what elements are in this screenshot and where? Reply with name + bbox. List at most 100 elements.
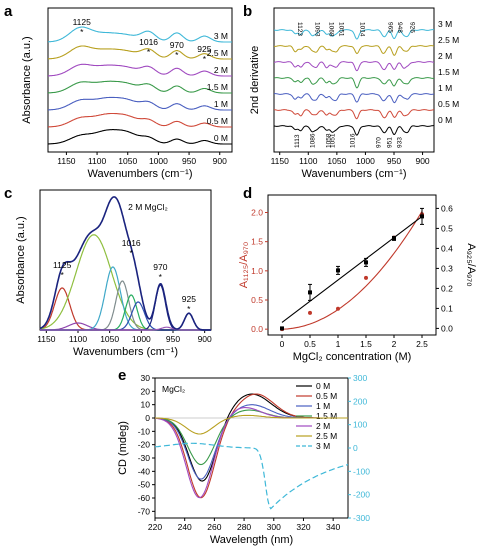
panel-b-x-tick-label: 1000 (356, 156, 375, 166)
panel-d-fit-black (281, 215, 423, 323)
panel-d-y-right-tick-label: 0.4 (441, 243, 453, 253)
panel-a-peak-label: 970 (170, 40, 184, 50)
panel-d-y-right-tick-label: 0.5 (441, 223, 453, 233)
panel-b-x-tick-label: 1150 (271, 156, 290, 166)
panel-e-y-left-tick-label: -20 (138, 440, 151, 450)
panel-b-series-6 (273, 29, 435, 40)
panel-b-series-3 (273, 77, 435, 89)
panel-a-series-6 (48, 26, 232, 43)
panel-b-bottom-band-label: 1051 (329, 133, 336, 148)
panel-a-series-label: 2 M (214, 65, 228, 75)
panel-c-peak-marker: * (187, 304, 191, 314)
panel-a-ftir-spectra: 1150 1100 1050 1000 950 900 0 M 0.5 M 1 M 1.5 M 2 … (21, 7, 233, 180)
panel-d-y-left-axis-title: A₁₁₂₅/A₉₇₀ (238, 242, 250, 289)
panel-c-x-tick-label: 950 (166, 334, 180, 344)
panel-e-legend-label: 1 M (316, 401, 330, 411)
panel-b-top-band-label: 1093 (313, 22, 320, 37)
panel-e-y-left-tick-label: 20 (141, 386, 151, 396)
panel-e-x-tick-label: 240 (178, 522, 192, 532)
panel-d-point-black (420, 214, 424, 219)
panel-e-legend-label: 2 M (316, 421, 330, 431)
panel-e-y-right-tick-label: -200 (353, 490, 370, 500)
panel-b-y-axis-title: 2nd derivative (249, 46, 261, 115)
panel-b-bottom-band-label: 1016 (349, 133, 356, 148)
panel-b-x-tick-label: 900 (415, 156, 429, 166)
panel-a-y-axis-title: Absorbance (a.u.) (21, 36, 33, 123)
panel-e-y-left-tick-label: 0 (145, 413, 150, 423)
panel-b-x-tick-label: 1050 (327, 156, 346, 166)
panel-b-bottom-band-label: 970 (376, 137, 383, 148)
panel-c-x-axis-title: Wavenumbers (cm⁻¹) (73, 346, 178, 358)
panel-b-top-band-label: 1123 (296, 22, 303, 36)
panel-d-x-tick-label: 2.5 (416, 339, 428, 349)
panel-e-y-right-tick-label: 0 (353, 443, 358, 453)
panel-a-series-label: 2.5 M (207, 48, 228, 58)
panel-d-y-right-tick-label: 0.6 (441, 203, 453, 213)
panel-b-series-label: 1 M (438, 83, 452, 93)
panel-a-series-label: 3 M (214, 31, 228, 41)
panel-d-y-left-tick-label: 1.0 (251, 266, 263, 276)
panel-b-bottom-band-label: 933 (397, 137, 404, 148)
panel-a-peak-marker: * (80, 27, 84, 37)
panel-d-y-left-tick-label: 0.0 (251, 324, 263, 334)
panel-d-frame (267, 194, 437, 336)
panel-e-legend-label: 2.5 M (316, 431, 337, 441)
panel-c-peak-marker: * (130, 248, 134, 258)
panel-d-point-black (364, 260, 368, 265)
panel-e-title: MgCl₂ (162, 384, 185, 394)
panel-a-peak-marker: * (147, 47, 151, 57)
panel-b-top-band-label: 926 (409, 22, 416, 33)
panel-b-second-derivative: 1150 1100 1050 1000 950 900 0 M 0.5 M 1 M 1.5 M 2 … (249, 7, 459, 180)
panel-e-y-left-tick-label: -30 (138, 453, 151, 463)
panel-e-y-left-tick-label: -70 (138, 506, 151, 516)
panel-e-y-right-tick-label: -300 (353, 513, 370, 523)
panel-d-absorbance-ratios: 0 0.5 1 1.5 2 2.5 0.0 0.5 1.0 1.5 2.0 0.0 0.1 0.2 0.3 0… (238, 194, 477, 363)
panel-a-frame (47, 7, 233, 153)
panel-a-series-label: 1.5 M (207, 82, 228, 92)
panel-e-legend-label: 1.5 M (316, 411, 337, 421)
panel-b-bottom-band-label: 1086 (309, 133, 316, 148)
panel-e-cd-spectra: 220 240 260 280 300 320 340-70-60-50-40-30-20-… (117, 373, 370, 546)
panel-d-y-left-tick-label: 2.0 (251, 208, 263, 218)
panel-a-x-tick-label: 1000 (149, 156, 168, 166)
panel-e-x-tick-label: 280 (237, 522, 251, 532)
panel-c-y-axis-title: Absorbance (a.u.) (15, 216, 27, 303)
panel-a-x-tick-label: 950 (182, 156, 196, 166)
panel-b-series-label: 3 M (438, 19, 452, 29)
panel-b-series-1 (273, 109, 435, 120)
panel-b-frame (273, 7, 435, 153)
panel-e-x-tick-label: 300 (267, 522, 281, 532)
panel-c-peak-label: 1125 (53, 260, 72, 270)
panel-d-point-black (336, 268, 340, 273)
panel-b-series-0 (273, 125, 434, 136)
panel-e-y-left-tick-label: 10 (141, 400, 151, 410)
panel-c-component-9 (40, 326, 211, 331)
panel-c-fitted-envelope (39, 196, 211, 331)
panel-e-series-6 (154, 442, 349, 510)
panel-d-point-black (392, 236, 396, 241)
panel-e-y-right-tick-label: -100 (353, 466, 370, 476)
panel-b-series-label: 2.5 M (438, 35, 459, 45)
panel-b-series-label: 0 M (438, 115, 452, 125)
panel-e-y-right-tick-label: 300 (353, 373, 367, 383)
panel-e-y-left-tick-label: 30 (141, 373, 151, 383)
panel-e-y-left-tick-label: -40 (138, 466, 151, 476)
panel-e-x-tick-label: 320 (296, 522, 310, 532)
panel-e-legend-label: 0.5 M (316, 391, 337, 401)
panel-b-top-band-label: 1051 (337, 22, 344, 37)
panel-d-x-tick-label: 0 (280, 339, 285, 349)
panel-b-series-4 (273, 61, 435, 72)
panel-d-x-tick-label: 1 (336, 339, 341, 349)
panel-e-x-tick-label: 220 (148, 522, 162, 532)
panel-b-x-tick-label: 1100 (299, 156, 318, 166)
panel-b-series-5 (273, 45, 435, 56)
panel-a-x-tick-label: 900 (213, 156, 227, 166)
panel-b-top-band-label: 965 (386, 22, 393, 33)
panel-c-x-tick-label: 1000 (132, 334, 151, 344)
panel-b-series-label: 2 M (438, 51, 452, 61)
panel-c-peak-label: 970 (153, 262, 167, 272)
panel-e-y-right-tick-label: 200 (353, 396, 367, 406)
panel-b-top-band-label: 1014 (358, 22, 365, 37)
panel-a-series-label: 0 M (214, 133, 228, 143)
